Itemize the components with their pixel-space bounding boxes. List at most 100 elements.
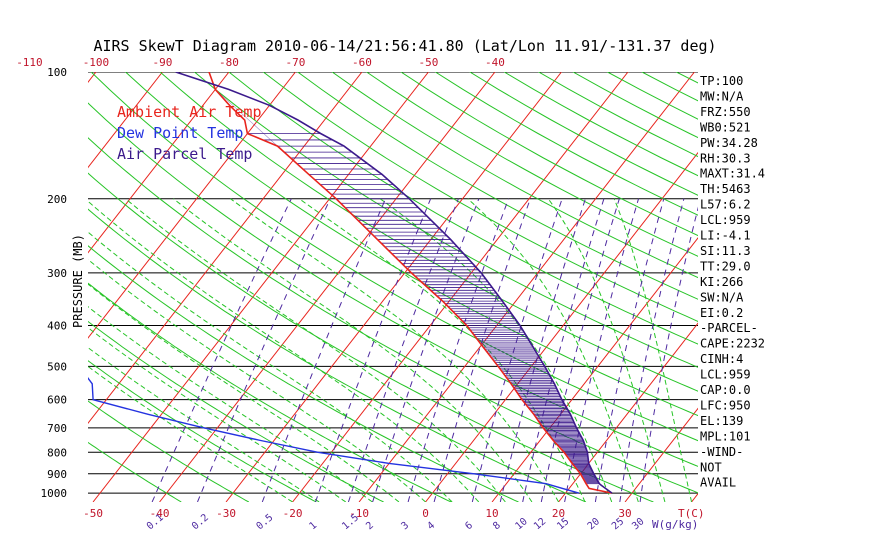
moist-adiabat-line	[88, 258, 426, 502]
index-value: LCL:959	[700, 213, 751, 227]
dry-adiabat-line	[504, 72, 698, 177]
legend-entry: Air Parcel Temp	[117, 145, 252, 163]
mixing-ratio-line	[433, 198, 531, 502]
moist-adiabat-line	[88, 346, 320, 502]
dew-point-line	[88, 376, 579, 494]
moist-adiabat-line	[547, 198, 666, 502]
mixing-ratio-line	[372, 198, 480, 502]
mixing-ratio-tick-label: 10	[513, 516, 529, 532]
dry-adiabat-line	[435, 72, 698, 216]
isotherm-line	[88, 72, 163, 169]
index-value: FRZ:550	[700, 105, 751, 119]
sounding-series	[88, 72, 613, 494]
index-value: WB0:521	[700, 120, 751, 134]
moist-adiabat-line	[613, 198, 692, 502]
index-value: LFC:950	[700, 398, 751, 412]
moist-adiabat-line	[230, 198, 559, 502]
index-value: SW:N/A	[700, 290, 744, 304]
mixing-ratio-line	[522, 198, 605, 502]
dry-adiabat-line	[88, 245, 519, 502]
index-value: TT:29.0	[700, 259, 751, 273]
mixing-ratio-line	[347, 198, 459, 502]
index-value: NOT	[700, 460, 722, 474]
isotherm-line	[0, 72, 29, 502]
mixing-ratio-line	[471, 198, 563, 502]
bottom-temp-tick-label: 20	[552, 507, 565, 520]
mixing-ratio-line	[619, 198, 685, 502]
legend-entry: Ambient Air Temp	[117, 103, 262, 121]
isotherm-line	[92, 72, 429, 502]
bottom-temp-tick-label: 30	[618, 507, 631, 520]
isotherm-line	[292, 72, 629, 502]
index-value: L57:6.2	[700, 198, 751, 212]
bottom-temp-tick-label: -10	[349, 507, 369, 520]
moist-adiabat-line	[467, 198, 639, 502]
mixing-ratio-tick-label: 2	[364, 520, 376, 532]
pressure-tick-label: 400	[47, 320, 67, 333]
mixing-ratio-label: W(g/kg)	[652, 518, 698, 531]
mixing-ratio-tick-label: 12	[532, 516, 548, 532]
mixing-ratio-tick-label: 0.2	[190, 512, 211, 532]
pressure-tick-label: 500	[47, 360, 67, 373]
pressure-tick-label: 200	[47, 193, 67, 206]
bottom-temp-tick-label: -40	[150, 507, 170, 520]
moist-adiabat-line	[88, 200, 480, 502]
top-temp-tick-label: -50	[419, 56, 439, 69]
top-temp-tick-label: -40	[485, 56, 505, 69]
dry-adiabat-line	[297, 72, 698, 300]
mixing-ratio-line	[197, 198, 331, 502]
index-value: PW:34.28	[700, 136, 758, 150]
mixing-ratio-tick-label: 20	[586, 516, 602, 532]
dry-adiabat-line	[159, 72, 698, 392]
isotherm-line	[491, 237, 698, 502]
moist-adiabat-line	[125, 198, 506, 502]
chart-title: AIRS SkewT Diagram 2010-06-14/21:56:41.8…	[93, 37, 716, 55]
dry-adiabat-line	[400, 72, 698, 237]
index-value: MW:N/A	[700, 89, 744, 103]
legend: Ambient Air Temp Dew Point Temp Air Parcel…	[117, 103, 262, 163]
top-temp-tick-label: -90	[153, 56, 173, 69]
dry-adiabat-line	[331, 72, 698, 279]
isotherm-line	[88, 72, 230, 254]
dry-adiabat-line	[366, 72, 698, 257]
index-value: TH:5463	[700, 182, 751, 196]
mixing-ratio-tick-label: 6	[463, 520, 475, 532]
bottom-temp-tick-label: 10	[485, 507, 498, 520]
mixing-ratio-line	[407, 198, 509, 502]
parcel-temp-line	[175, 72, 613, 494]
mixing-ratio-line	[564, 198, 639, 502]
isotherm-line	[758, 72, 870, 502]
dry-adiabat-line	[90, 72, 698, 442]
dry-adiabat-line	[780, 72, 870, 502]
ambient-temp-line	[208, 72, 613, 494]
dry-adiabat-line	[88, 320, 384, 502]
moist-adiabat-line	[173, 198, 533, 502]
mixing-ratio-tick-label: 1	[307, 520, 319, 532]
dry-adiabat-line	[88, 441, 182, 502]
pressure-tick-label: 300	[47, 267, 67, 280]
index-value: RH:30.3	[700, 151, 751, 165]
mixing-ratio-tick-label: 3	[400, 520, 412, 532]
bottom-temp-tick-label: -50	[83, 507, 103, 520]
index-value: AVAIL	[700, 476, 736, 490]
pressure-tick-label: 1000	[41, 487, 68, 500]
y-axis-label: PRESSURE (MB)	[71, 234, 85, 328]
index-value: MAXT:31.4	[700, 167, 765, 181]
top-temp-tick-label: -110	[16, 56, 43, 69]
mixing-ratio-tick-label: 8	[491, 520, 503, 532]
dry-adiabat-line	[88, 360, 317, 502]
moist-adiabat-line	[88, 283, 400, 502]
index-value: CAP:0.0	[700, 383, 751, 397]
moist-adiabat-line	[379, 198, 613, 502]
index-value: EL:139	[700, 414, 743, 428]
top-temp-tick-label: -70	[286, 56, 306, 69]
legend-entry: Dew Point Temp	[117, 124, 243, 142]
mixing-ratio-line	[261, 198, 387, 502]
isotherm-line	[88, 72, 363, 425]
mixing-ratio-line	[540, 198, 620, 502]
isotherm-line	[88, 72, 296, 339]
